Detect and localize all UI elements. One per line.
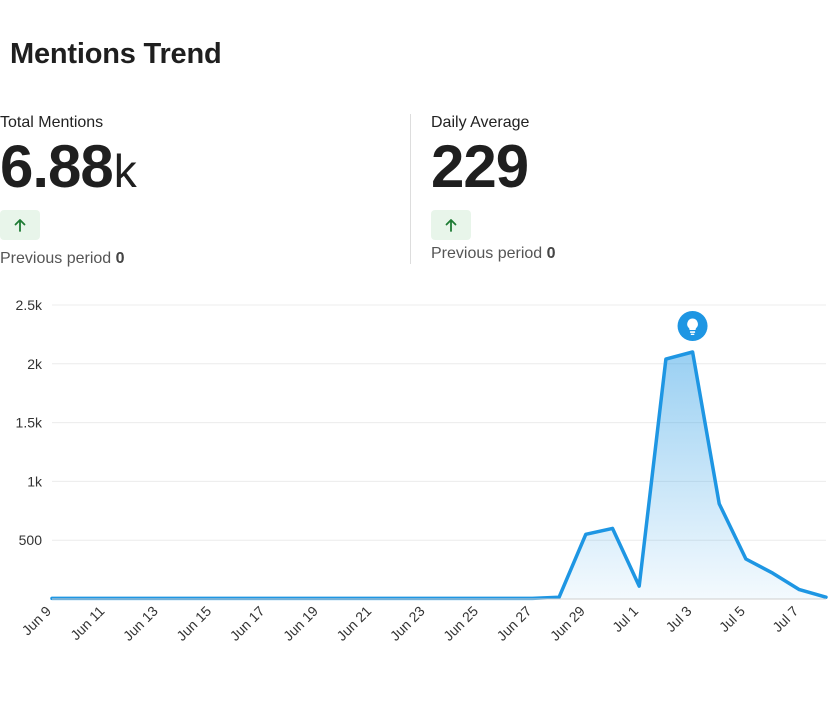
stat-number: 229 (431, 133, 529, 200)
data-point (423, 595, 429, 601)
series-line (50, 350, 828, 601)
stat-number: 6.88 (0, 133, 114, 200)
data-point (263, 595, 269, 601)
previous-period-label: Previous period (431, 245, 543, 262)
x-tick-label: Jun 21 (333, 603, 374, 644)
data-point (770, 570, 776, 576)
data-point (476, 595, 482, 601)
data-point (289, 595, 295, 601)
x-tick-label: Jun 19 (280, 603, 321, 644)
page-title: Mentions Trend (10, 38, 222, 70)
x-tick-label: Jun 17 (227, 603, 268, 644)
y-tick-label: 500 (19, 532, 43, 548)
stats-divider (410, 114, 411, 264)
data-point (343, 595, 349, 601)
mentions-chart: 500 1k 1.5k 2k 2.5k Jun 9 Jun 11 Jun 13 Jun 15 Ju… (16, 297, 828, 644)
stat-value: 6.88k (0, 136, 137, 202)
data-point (449, 595, 455, 601)
stat-label: Total Mentions (0, 114, 104, 131)
data-point (369, 595, 375, 601)
x-tick-label: Jun 9 (19, 603, 55, 639)
series-area (52, 352, 826, 599)
data-point (529, 595, 535, 601)
previous-period: Previous period 0 (431, 245, 556, 263)
y-tick-label: 2.5k (16, 297, 43, 313)
lightbulb-icon[interactable] (677, 311, 708, 342)
previous-period-label: Previous period (0, 250, 112, 267)
x-tick-label: Jun 15 (173, 603, 214, 644)
data-point (503, 595, 509, 601)
previous-period-value: 0 (546, 245, 556, 262)
x-tick-label: Jun 27 (493, 603, 534, 644)
data-point (396, 595, 402, 601)
y-tick-label: 1k (27, 473, 43, 489)
x-tick-label: Jun 29 (547, 603, 588, 644)
data-point (102, 595, 108, 601)
data-point (609, 525, 615, 531)
x-tick-label: Jul 5 (716, 603, 748, 635)
data-point (156, 595, 162, 601)
stat-label: Daily Average (431, 114, 530, 131)
data-point (716, 501, 722, 507)
data-point (316, 595, 322, 601)
data-point (76, 595, 82, 601)
x-tick-label: Jul 7 (769, 603, 801, 635)
trend-badge (0, 210, 40, 240)
data-point (636, 583, 642, 589)
data-point (796, 587, 802, 593)
data-point (690, 349, 696, 355)
data-point (583, 531, 589, 537)
data-point (236, 595, 242, 601)
arrow-up-icon (14, 219, 26, 232)
x-tick-label: Jun 13 (120, 603, 161, 644)
stat-unit: k (113, 145, 137, 197)
x-tick-label: Jun 25 (440, 603, 481, 644)
stat-total-mentions: Total Mentions 6.88k Previous period 0 (0, 114, 137, 268)
marker-layer (677, 311, 708, 342)
data-point (663, 356, 669, 362)
data-point (49, 595, 55, 601)
x-tick-label: Jun 11 (67, 603, 107, 643)
y-tick-label: 2k (27, 356, 43, 372)
x-tick-label: Jul 1 (609, 603, 641, 635)
stat-value: 229 (431, 136, 556, 202)
data-point (209, 595, 215, 601)
x-tick-label: Jul 3 (662, 603, 694, 635)
data-point (182, 595, 188, 601)
y-tick-label: 1.5k (16, 415, 43, 431)
stat-daily-average: Daily Average 229 Previous period 0 (431, 114, 556, 263)
area-layer (49, 349, 828, 601)
previous-period: Previous period 0 (0, 250, 137, 268)
arrow-up-icon (445, 219, 457, 232)
previous-period-value: 0 (115, 250, 125, 267)
x-tick-label: Jun 23 (387, 603, 428, 644)
data-point (743, 556, 749, 562)
trend-badge (431, 210, 471, 240)
data-point (129, 595, 135, 601)
